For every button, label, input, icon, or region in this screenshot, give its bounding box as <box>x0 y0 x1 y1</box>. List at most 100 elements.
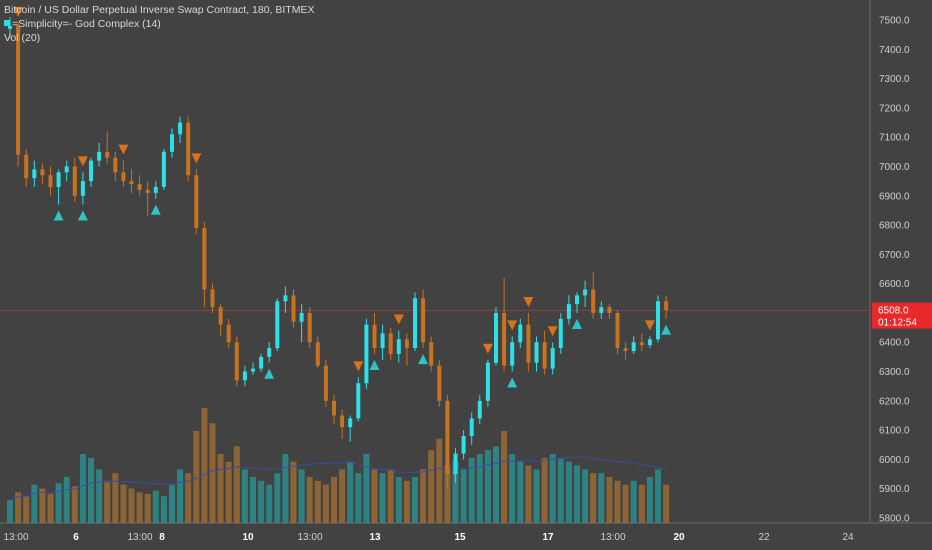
volume-bar <box>144 493 151 523</box>
candle-body <box>542 342 547 369</box>
volume-bar <box>403 480 410 523</box>
candle-body <box>275 301 280 349</box>
x-tick-label: 13:00 <box>127 532 152 543</box>
indicator-color-icon <box>4 20 10 26</box>
candle-body <box>656 301 660 340</box>
sell-signal-arrow <box>13 6 24 17</box>
candle-body <box>404 339 409 349</box>
volume-bar <box>420 469 427 523</box>
volume-bar <box>169 484 175 523</box>
volume-bar <box>201 408 208 523</box>
candle-body <box>161 151 166 187</box>
buy-signal-arrow <box>661 324 672 335</box>
volume-bar <box>306 477 313 523</box>
volume-bar <box>120 484 127 523</box>
volume-bar <box>395 477 402 523</box>
candle-body <box>429 342 434 366</box>
y-tick-label: 6200.0 <box>879 396 910 407</box>
candle-body <box>178 122 183 135</box>
y-tick-label: 7400.0 <box>879 45 910 56</box>
buy-signal-arrow <box>507 377 518 388</box>
candle-body <box>170 134 174 152</box>
price-tag: 6508.001:12:54 <box>872 302 932 329</box>
volume-bar <box>493 446 499 523</box>
volume-bar <box>347 461 354 523</box>
indicator-label: =Simplicity=- God Complex (14) <box>12 18 161 30</box>
volume-bar <box>663 484 670 523</box>
volume-bar <box>177 469 184 523</box>
volume-bar <box>71 486 78 523</box>
candle-body <box>72 166 77 196</box>
volume-bar <box>185 473 192 523</box>
volume-bar <box>428 450 435 523</box>
candle-body <box>591 289 596 313</box>
candle-body <box>534 342 539 363</box>
x-tick-label: 24 <box>842 532 854 543</box>
y-tick-label: 6000.0 <box>879 455 910 466</box>
candle-body <box>97 151 102 161</box>
candle-body <box>639 342 644 346</box>
volume-bar <box>250 477 256 523</box>
indicator-legend[interactable]: =Simplicity=- God Complex (14) <box>4 17 314 31</box>
volume-bar <box>444 465 451 523</box>
candle-body <box>267 348 272 357</box>
price-tag-box <box>872 302 932 329</box>
volume-bar <box>614 480 621 523</box>
volume-bar <box>452 461 459 523</box>
candle-body <box>186 122 191 176</box>
volume-bar <box>468 457 475 523</box>
volume-legend[interactable]: Vol (20) <box>4 32 41 44</box>
volume-bar <box>387 469 394 523</box>
y-tick-label: 6700.0 <box>879 250 910 261</box>
volume-bar <box>630 480 637 523</box>
x-tick-label: 20 <box>673 532 685 543</box>
candle-body <box>32 169 37 179</box>
volume-bar <box>15 492 22 523</box>
volume-bar <box>282 454 289 523</box>
x-tick-label: 8 <box>159 532 165 543</box>
sell-signal-arrow <box>191 153 202 164</box>
symbol-title[interactable]: Bitcoin / US Dollar Perpetual Inverse Sw… <box>4 4 315 16</box>
candle-body <box>153 186 158 193</box>
volume-bar <box>314 480 321 523</box>
candle-body <box>315 342 320 366</box>
candle-body <box>413 298 417 349</box>
volume-bar <box>290 461 297 523</box>
volume-bar <box>217 454 224 523</box>
x-tick-label: 22 <box>758 532 770 543</box>
volume-bar <box>241 469 248 523</box>
candle-body <box>48 175 53 187</box>
volume-bar <box>622 484 629 523</box>
candle-body <box>242 371 247 381</box>
candle-body <box>615 312 620 349</box>
volume-bar <box>322 484 329 523</box>
x-tick-label: 13:00 <box>3 532 28 543</box>
candle-body <box>372 324 377 349</box>
candle-body <box>105 151 110 158</box>
volume-bar <box>266 484 273 523</box>
volume-bar <box>225 461 232 523</box>
volume-bar <box>104 480 111 523</box>
candle-body <box>494 312 498 363</box>
buy-signal-arrow <box>53 210 64 221</box>
y-tick-label: 6400.0 <box>879 338 910 349</box>
candle-body <box>518 324 523 343</box>
volume-bar <box>88 457 94 523</box>
volume-bar <box>112 473 119 523</box>
candle-body <box>510 342 515 366</box>
candle-body <box>664 301 669 311</box>
x-tick-label: 13:00 <box>600 532 625 543</box>
volume-bar <box>379 473 386 523</box>
volume-bar <box>646 477 653 523</box>
candle-body <box>526 324 531 363</box>
volume-bar <box>590 473 597 523</box>
volume-bar <box>557 457 564 523</box>
sell-signal-arrow <box>547 326 558 337</box>
candle-body <box>251 368 255 372</box>
volume-bar <box>436 438 443 523</box>
buy-signal-arrow <box>418 354 429 365</box>
candle-body <box>194 175 199 228</box>
candle-body <box>299 312 304 322</box>
y-tick-label: 6800.0 <box>879 221 910 232</box>
